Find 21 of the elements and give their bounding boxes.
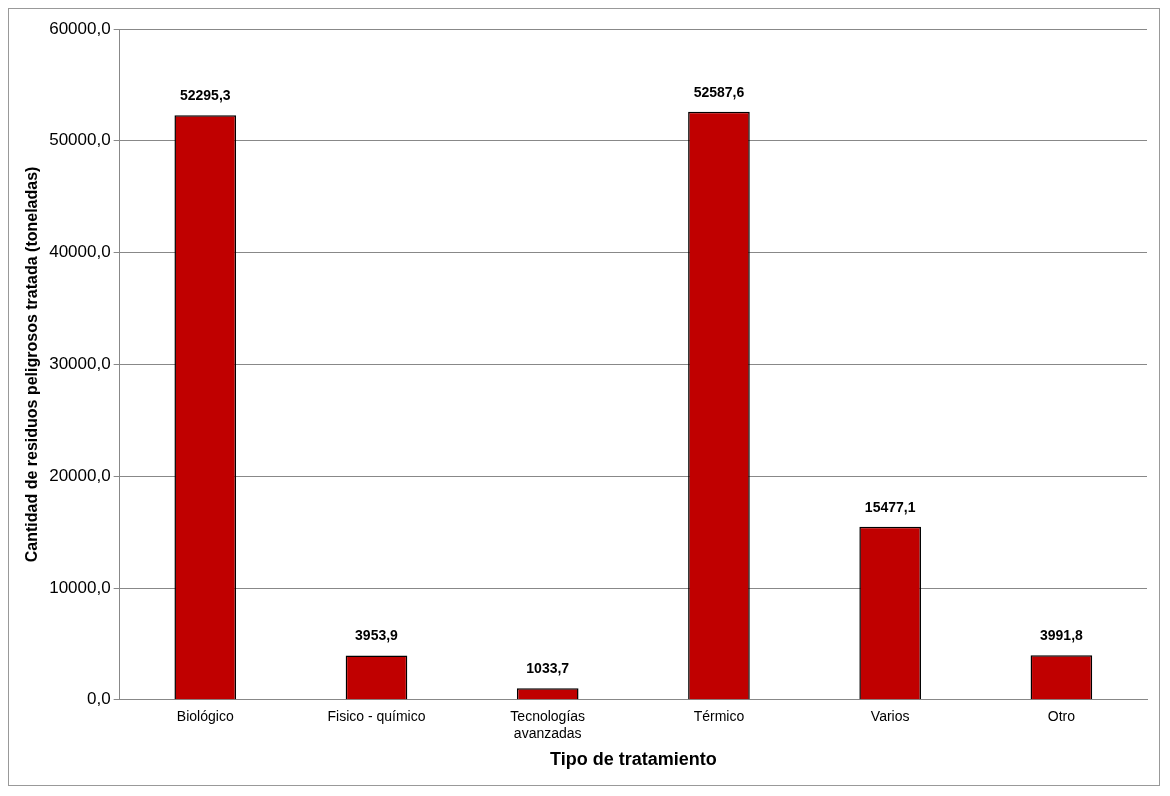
y-tick-label: 0,0 [87,689,111,709]
y-tick-label: 40000,0 [49,242,111,262]
x-tick-label: Fisico - químico [327,708,426,725]
data-label: 15477,1 [864,498,916,515]
data-label: 3953,9 [355,627,399,644]
data-label: 3991,8 [1039,627,1084,644]
x-tick-label: Térmico [693,708,745,725]
x-axis-title: Tipo de tratamiento [549,749,717,770]
data-label: 52587,6 [693,83,745,100]
x-tick-label: Tecnologías avanzadas [510,708,586,741]
y-axis-title: Cantidad de residuos peligrosos tratada (toneladas) [23,166,41,563]
data-label: 52295,3 [179,87,231,103]
x-tick-label: Otro [1047,708,1076,725]
x-tick-label: Varios [870,708,910,725]
y-tick-label: 30000,0 [49,354,111,374]
data-label: 1033,7 [526,660,570,677]
y-tick-label: 20000,0 [49,465,111,485]
y-tick-label: 10000,0 [49,577,111,597]
x-tick-label: Biológico [176,708,234,725]
y-tick-label: 60000,0 [49,18,111,38]
y-tick-label: 50000,0 [49,130,111,150]
